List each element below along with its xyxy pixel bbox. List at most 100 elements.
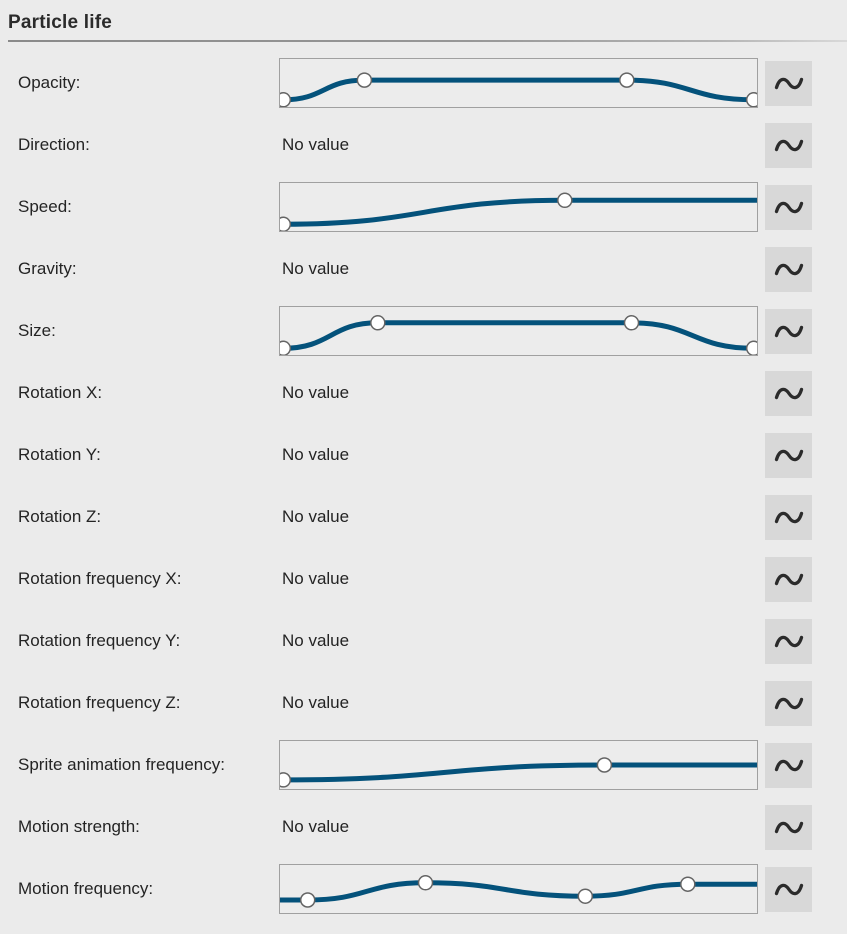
curve-mode-button[interactable]: [765, 680, 812, 726]
no-value-text: No value: [282, 383, 350, 402]
property-label: Rotation Y:: [18, 445, 101, 464]
sine-wave-icon: [774, 635, 803, 647]
curve-mode-button[interactable]: [765, 556, 812, 602]
curve-mode-button[interactable]: [765, 618, 812, 664]
property-value-area: No value: [279, 817, 758, 837]
curve-handle[interactable]: [299, 892, 316, 908]
property-row-rotation-z: Rotation Z: No value: [0, 486, 847, 548]
property-label: Speed:: [18, 197, 72, 216]
curve-editor[interactable]: [279, 182, 758, 232]
no-value-text: No value: [282, 693, 350, 712]
curve-mode-button[interactable]: [765, 432, 812, 478]
property-label: Rotation X:: [18, 383, 103, 402]
curve-handle[interactable]: [280, 92, 292, 107]
curve-mode-button[interactable]: [765, 866, 812, 912]
sine-wave-icon: [774, 573, 803, 585]
property-value-area: No value: [279, 383, 758, 403]
property-label: Motion frequency:: [18, 879, 154, 898]
curve-editor[interactable]: [279, 58, 758, 108]
sine-wave-icon: [774, 821, 803, 833]
curve-mode-button[interactable]: [765, 370, 812, 416]
property-label: Rotation frequency Z:: [18, 693, 181, 712]
curve-handle[interactable]: [370, 315, 386, 331]
property-row-direction: Direction: No value: [0, 114, 847, 176]
property-row-rotation-frequency-y: Rotation frequency Y: No value: [0, 610, 847, 672]
property-value-area: No value: [279, 631, 758, 651]
property-label: Rotation frequency Y:: [18, 631, 181, 650]
property-row-size: Size:: [0, 300, 847, 362]
curve-mode-button[interactable]: [765, 494, 812, 540]
property-row-motion-frequency: Motion frequency:: [0, 858, 847, 920]
property-row-rotation-frequency-z: Rotation frequency Z: No value: [0, 672, 847, 734]
property-value-area: No value: [279, 445, 758, 465]
property-value-area: No value: [279, 259, 758, 279]
curve-mode-button[interactable]: [765, 60, 812, 106]
curve-handle[interactable]: [596, 757, 613, 773]
curve-mode-button[interactable]: [765, 742, 812, 788]
property-row-rotation-frequency-x: Rotation frequency X: No value: [0, 548, 847, 610]
sine-wave-icon: [774, 759, 803, 771]
curve-handle[interactable]: [680, 876, 696, 892]
curve-editor[interactable]: [279, 740, 758, 790]
panel-header: Particle life: [0, 0, 847, 42]
no-value-text: No value: [282, 135, 350, 154]
sine-wave-icon: [774, 77, 803, 89]
curve-mode-button[interactable]: [765, 122, 812, 168]
property-value-area: [279, 740, 758, 790]
property-value-area: [279, 182, 758, 232]
property-value-area: [279, 58, 758, 108]
no-value-text: No value: [282, 569, 350, 588]
curve-handle[interactable]: [577, 888, 594, 904]
property-value-area: No value: [279, 507, 758, 527]
no-value-text: No value: [282, 817, 350, 836]
sine-wave-icon: [774, 263, 803, 275]
curve-mode-button[interactable]: [765, 246, 812, 292]
curve-mode-button[interactable]: [765, 308, 812, 354]
header-divider: [8, 40, 847, 42]
property-row-sprite-animation-frequency: Sprite animation frequency:: [0, 734, 847, 796]
sine-wave-icon: [774, 139, 803, 151]
curve-handle[interactable]: [619, 72, 635, 88]
property-row-motion-strength: Motion strength: No value: [0, 796, 847, 858]
property-value-area: No value: [279, 569, 758, 589]
curve-handle[interactable]: [557, 192, 573, 209]
curve-handle[interactable]: [623, 315, 640, 331]
sine-wave-icon: [774, 697, 803, 709]
curve-handle[interactable]: [745, 92, 757, 107]
sine-wave-icon: [774, 325, 803, 337]
curve-mode-button[interactable]: [765, 184, 812, 230]
no-value-text: No value: [282, 445, 350, 464]
curve-editor[interactable]: [279, 306, 758, 356]
property-label: Size:: [18, 321, 56, 340]
no-value-text: No value: [282, 631, 350, 650]
curve-handle[interactable]: [356, 72, 373, 88]
curve-editor[interactable]: [279, 864, 758, 914]
sine-wave-icon: [774, 449, 803, 461]
property-value-area: No value: [279, 135, 758, 155]
curve-mode-button[interactable]: [765, 804, 812, 850]
curve-handle[interactable]: [417, 875, 434, 891]
property-value-area: [279, 306, 758, 356]
curve-handle[interactable]: [745, 340, 757, 355]
property-label: Opacity:: [18, 73, 81, 92]
no-value-text: No value: [282, 259, 350, 278]
property-row-rotation-y: Rotation Y: No value: [0, 424, 847, 486]
curve-handle[interactable]: [280, 340, 292, 355]
sine-wave-icon: [774, 883, 803, 895]
property-value-area: [279, 864, 758, 914]
curve-handle[interactable]: [280, 216, 292, 231]
property-row-gravity: Gravity: No value: [0, 238, 847, 300]
property-label: Gravity:: [18, 259, 77, 278]
curve-handle[interactable]: [280, 772, 292, 788]
sine-wave-icon: [774, 511, 803, 523]
property-value-area: No value: [279, 693, 758, 713]
property-label: Sprite animation frequency:: [18, 755, 225, 774]
property-row-rotation-x: Rotation X: No value: [0, 362, 847, 424]
property-row-speed: Speed:: [0, 176, 847, 238]
sine-wave-icon: [774, 201, 803, 213]
panel-title: Particle life: [8, 12, 112, 33]
property-label: Direction:: [18, 135, 90, 154]
property-row-opacity: Opacity:: [0, 52, 847, 114]
property-label: Motion strength:: [18, 817, 140, 836]
